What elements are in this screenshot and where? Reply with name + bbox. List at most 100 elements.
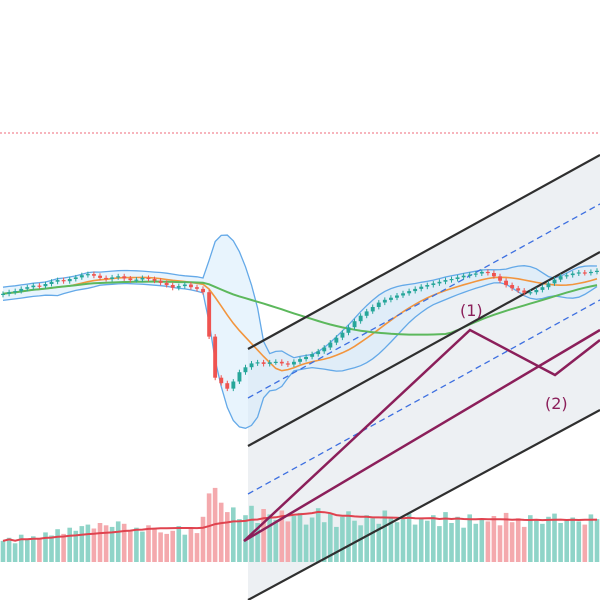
candle-body bbox=[225, 383, 230, 389]
volume-bar bbox=[134, 527, 139, 562]
volume-bar bbox=[237, 519, 242, 562]
candle-body bbox=[98, 275, 102, 278]
volume-bar bbox=[334, 526, 339, 562]
candle-body bbox=[528, 292, 533, 294]
candle-body bbox=[310, 354, 315, 357]
candle-body bbox=[552, 279, 557, 284]
channel-dashed-line-1 bbox=[247, 203, 600, 399]
candle-body bbox=[110, 277, 115, 279]
volume-bar bbox=[546, 516, 551, 562]
candle-body bbox=[292, 361, 296, 365]
candle-body bbox=[1, 293, 6, 295]
volume-bar bbox=[103, 525, 109, 562]
volume-bar bbox=[491, 516, 497, 562]
volume-bar bbox=[315, 508, 321, 562]
candle-body bbox=[243, 367, 248, 373]
candle-body bbox=[431, 283, 436, 285]
candle-body bbox=[213, 336, 218, 378]
volume-bar bbox=[164, 533, 169, 562]
volume-bar bbox=[152, 529, 157, 562]
volume-bar bbox=[25, 539, 30, 562]
volume-bar bbox=[406, 513, 412, 562]
candle-body bbox=[182, 284, 187, 287]
candle-body bbox=[389, 297, 393, 300]
volume-bar bbox=[503, 512, 509, 562]
volume-bar bbox=[255, 523, 260, 562]
candle-body bbox=[467, 274, 472, 276]
moving-average-long bbox=[2, 280, 598, 336]
volume-bar bbox=[388, 516, 394, 562]
candle-body bbox=[437, 281, 442, 284]
candle-body bbox=[67, 279, 72, 282]
candle-body bbox=[485, 271, 490, 274]
candle-body bbox=[31, 285, 36, 288]
volume-bar bbox=[552, 513, 557, 562]
volume-bar bbox=[285, 521, 291, 562]
candle-body bbox=[55, 280, 60, 282]
candle-body bbox=[298, 359, 302, 362]
candle-body bbox=[316, 351, 321, 355]
candle-body bbox=[116, 276, 121, 278]
volume-bar bbox=[200, 516, 206, 562]
volume-bar bbox=[382, 510, 388, 562]
volume-bar bbox=[479, 519, 485, 562]
volume-bar bbox=[346, 511, 351, 562]
moving-average-short bbox=[2, 276, 598, 372]
candle-body bbox=[570, 273, 575, 276]
candle-body bbox=[595, 270, 599, 272]
candle-body bbox=[407, 291, 412, 294]
candle-body bbox=[455, 277, 460, 279]
candle-body bbox=[382, 299, 387, 303]
volume-bar bbox=[0, 540, 6, 562]
candle-body bbox=[19, 288, 24, 292]
candle-body bbox=[146, 277, 151, 280]
volume-bar bbox=[61, 533, 66, 562]
volume-bar bbox=[376, 523, 382, 562]
volume-bar bbox=[206, 493, 212, 562]
candle-body bbox=[134, 279, 139, 281]
volume-bar bbox=[358, 525, 363, 562]
channel-lower-line bbox=[247, 409, 600, 600]
volume-bar bbox=[455, 516, 460, 562]
volume-bar bbox=[588, 514, 594, 562]
candle-body bbox=[249, 363, 254, 368]
candle-body bbox=[364, 311, 369, 316]
candle-body bbox=[534, 290, 539, 293]
candle-body bbox=[540, 287, 545, 290]
candle-body bbox=[37, 285, 42, 287]
candle-body bbox=[25, 287, 30, 289]
volume-bar bbox=[261, 509, 266, 562]
candle-body bbox=[73, 277, 78, 279]
candle-body bbox=[498, 276, 502, 281]
volume-bar bbox=[558, 523, 563, 562]
volume-bar bbox=[297, 512, 303, 562]
candle-body bbox=[346, 327, 351, 333]
candle-body bbox=[273, 361, 278, 363]
bollinger-lower-band bbox=[2, 282, 598, 429]
candle-body bbox=[479, 271, 484, 274]
volume-bar bbox=[437, 526, 442, 562]
candle-body bbox=[219, 377, 224, 384]
volume-bar bbox=[6, 537, 12, 562]
candle-body bbox=[576, 272, 581, 274]
candle-layer bbox=[1, 268, 599, 392]
candle-body bbox=[558, 276, 563, 280]
channel-upper-line bbox=[247, 154, 600, 350]
channel-mid-upper-line bbox=[247, 251, 600, 447]
candle-body bbox=[322, 347, 327, 352]
volume-bar bbox=[461, 527, 466, 562]
candle-body bbox=[43, 284, 48, 287]
volume-bar bbox=[582, 524, 588, 562]
volume-bar bbox=[231, 507, 236, 562]
candle-body bbox=[176, 286, 181, 288]
volume-bar bbox=[443, 512, 448, 562]
volume-bar bbox=[55, 529, 60, 562]
candle-body bbox=[376, 302, 381, 307]
volume-bar bbox=[321, 522, 327, 562]
volume-bar bbox=[449, 523, 454, 562]
volume-bar bbox=[273, 519, 279, 562]
bollinger-upper-band bbox=[2, 234, 598, 359]
volume-bar bbox=[31, 536, 36, 562]
